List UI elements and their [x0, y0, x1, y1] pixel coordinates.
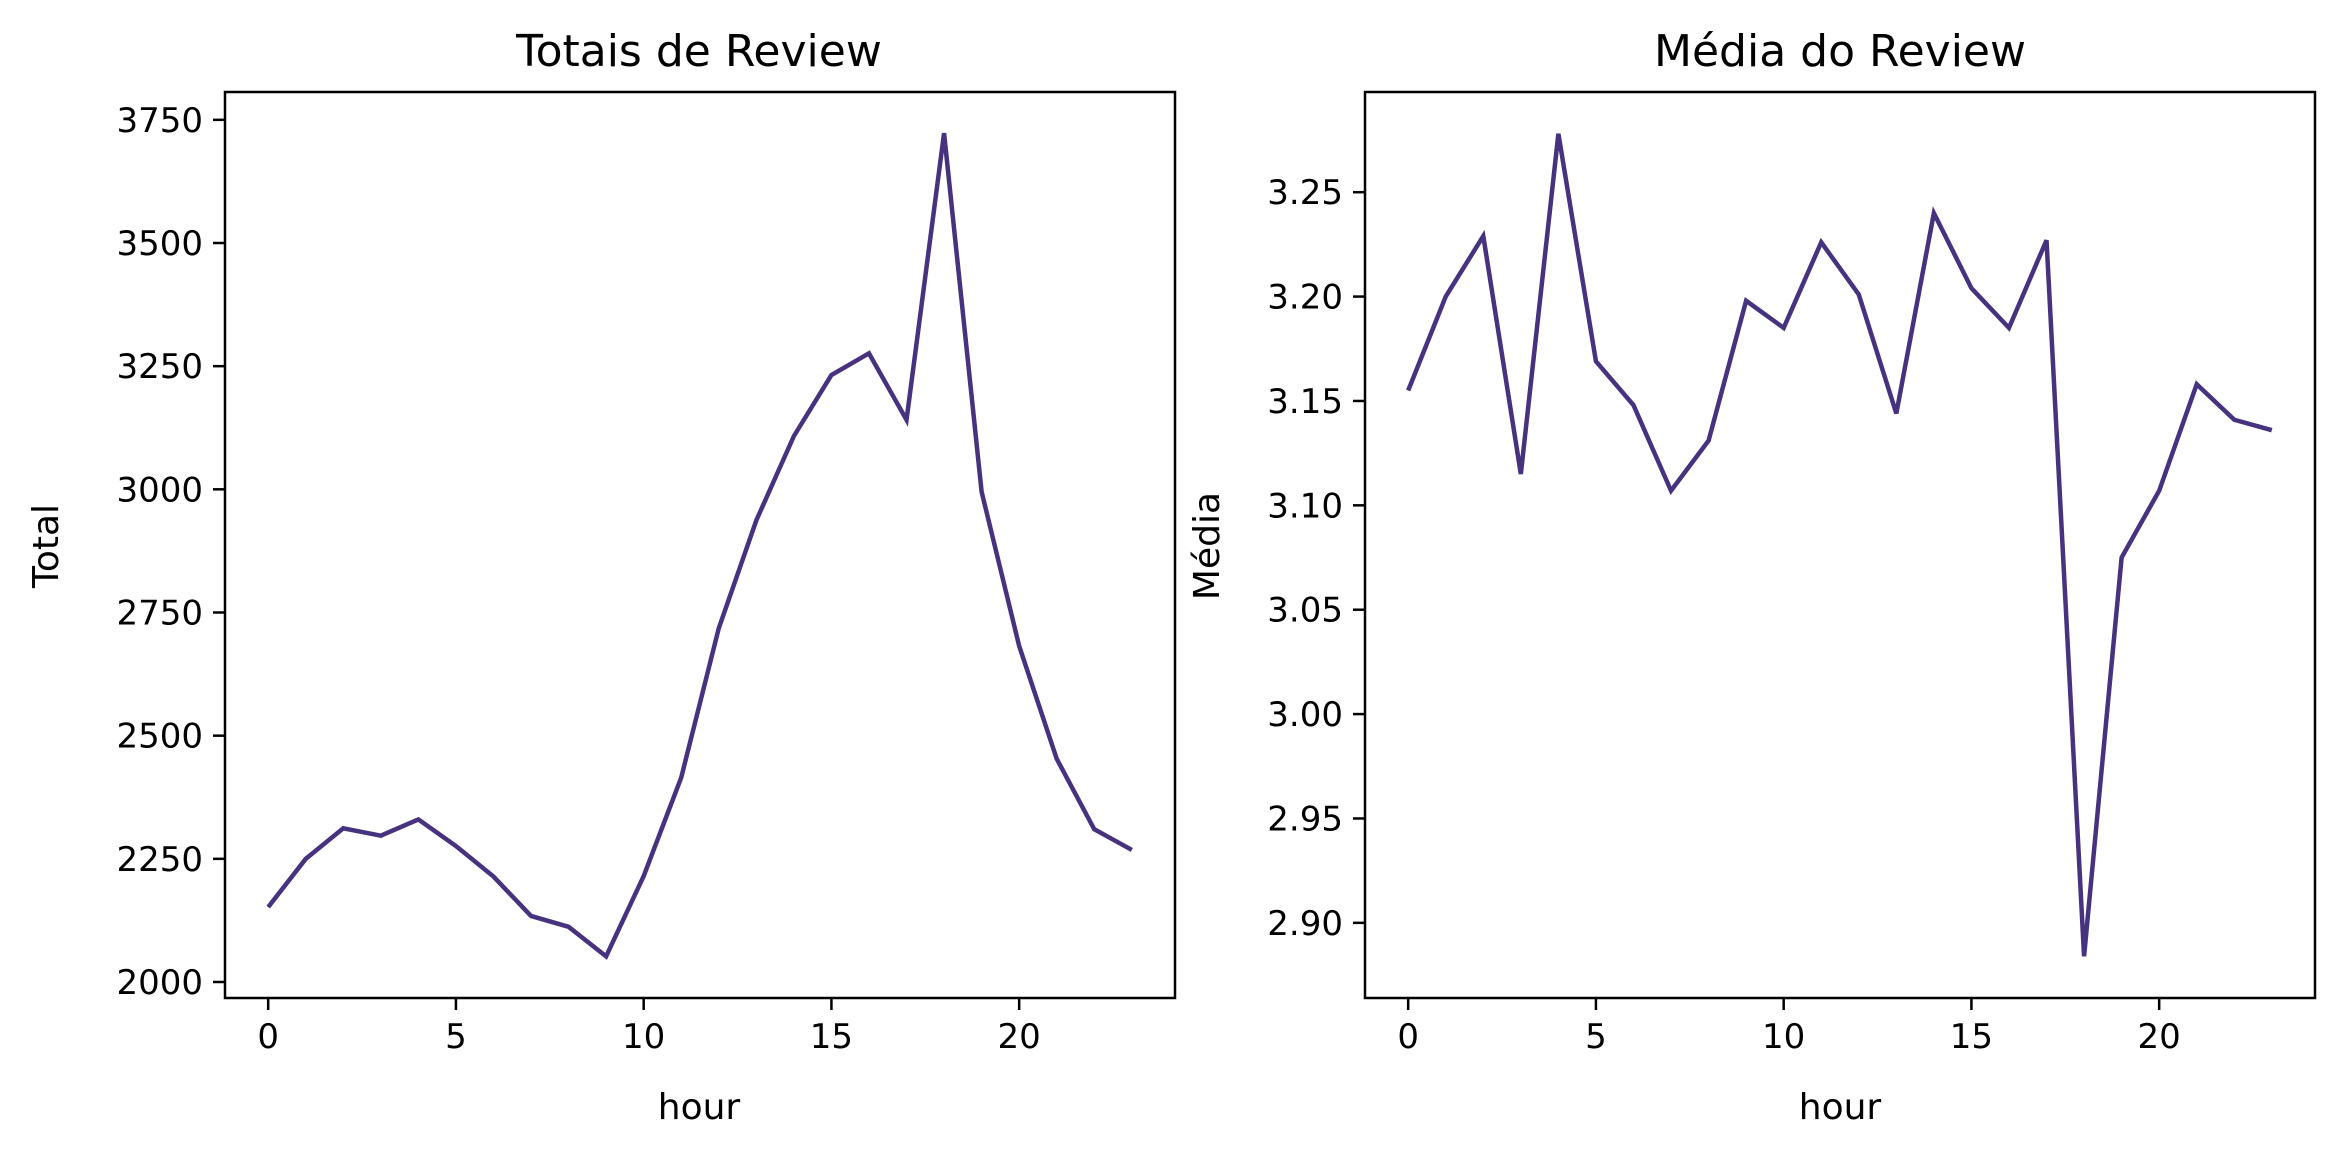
- x-axis-label: hour: [1799, 1087, 1882, 1128]
- y-tick: 3250: [116, 347, 225, 387]
- axes-frame: [223, 90, 1177, 1000]
- y-ticks: 2000 2250 2500 2750 3000 3250 3500 3750: [116, 101, 225, 1003]
- x-tick: 0: [1397, 998, 1419, 1057]
- y-axis-label: Média: [1187, 492, 1228, 600]
- x-tick-label: 5: [445, 1017, 467, 1057]
- x-tick: 0: [257, 998, 279, 1057]
- x-tick-label: 10: [1762, 1017, 1805, 1057]
- y-tick: 2.95: [1267, 799, 1365, 839]
- x-ticks: 0 5 10 15 20: [257, 998, 1041, 1057]
- chart-title: Totais de Review: [515, 26, 882, 77]
- y-tick-label: 2750: [116, 593, 203, 633]
- y-tick-label: 3.00: [1267, 695, 1343, 735]
- y-tick: 3.15: [1267, 382, 1365, 422]
- x-tick-label: 10: [622, 1017, 665, 1057]
- y-tick: 3.05: [1267, 591, 1365, 631]
- axes-frame: [1363, 90, 2317, 1000]
- y-tick-label: 3750: [116, 101, 203, 141]
- x-ticks: 0 5 10 15 20: [1397, 998, 2181, 1057]
- y-tick: 3.10: [1267, 486, 1365, 526]
- y-tick: 3.20: [1267, 278, 1365, 318]
- y-tick: 2500: [116, 717, 225, 757]
- x-tick: 20: [2138, 998, 2181, 1057]
- x-tick-label: 20: [998, 1017, 1041, 1057]
- y-tick: 2750: [116, 593, 225, 633]
- chart-totais: Totais de Review hour Total 0 5 10 15 20 200…: [26, 26, 1177, 1128]
- x-tick-label: 5: [1585, 1017, 1607, 1057]
- y-tick-label: 2.95: [1267, 799, 1343, 839]
- y-tick-label: 3250: [116, 347, 203, 387]
- series-line: [1406, 133, 2273, 957]
- x-tick-label: 15: [810, 1017, 853, 1057]
- y-tick-label: 3.15: [1267, 382, 1343, 422]
- x-tick-label: 20: [2138, 1017, 2181, 1057]
- x-tick: 10: [1762, 998, 1805, 1057]
- y-tick: 3000: [116, 470, 225, 510]
- series-line: [266, 132, 1133, 960]
- y-tick-label: 2000: [116, 963, 203, 1003]
- y-tick-label: 3000: [116, 470, 203, 510]
- x-axis-label: hour: [658, 1087, 741, 1128]
- y-axis-label: Total: [26, 504, 67, 589]
- y-tick-label: 3.10: [1267, 486, 1343, 526]
- y-tick: 2000: [116, 963, 225, 1003]
- y-tick: 3500: [116, 224, 225, 264]
- y-tick-label: 2500: [116, 717, 203, 757]
- x-tick: 20: [998, 998, 1041, 1057]
- x-tick-label: 15: [1950, 1017, 1993, 1057]
- x-tick-label: 0: [1397, 1017, 1419, 1057]
- y-tick-label: 3.20: [1267, 278, 1343, 318]
- x-tick: 5: [445, 998, 467, 1057]
- y-tick-label: 2250: [116, 840, 203, 880]
- x-tick: 15: [810, 998, 853, 1057]
- y-tick-label: 3.25: [1267, 173, 1343, 213]
- x-tick: 15: [1950, 998, 1993, 1057]
- chart-media: Média do Review hour Média 0 5 10 15 20 2.90…: [1187, 26, 2317, 1128]
- plot-area: [266, 132, 1133, 960]
- y-tick: 3.25: [1267, 173, 1365, 213]
- y-tick-label: 2.90: [1267, 904, 1343, 944]
- y-tick: 3750: [116, 101, 225, 141]
- y-tick-label: 3.05: [1267, 591, 1343, 631]
- plot-area: [1406, 133, 2273, 957]
- x-tick: 5: [1585, 998, 1607, 1057]
- chart-title: Média do Review: [1654, 26, 2026, 77]
- x-tick: 10: [622, 998, 665, 1057]
- y-tick: 2.90: [1267, 904, 1365, 944]
- y-tick: 2250: [116, 840, 225, 880]
- y-tick: 3.00: [1267, 695, 1365, 735]
- x-tick-label: 0: [257, 1017, 279, 1057]
- y-tick-label: 3500: [116, 224, 203, 264]
- y-ticks: 2.90 2.95 3.00 3.05 3.10 3.15 3.20 3.25: [1267, 173, 1365, 944]
